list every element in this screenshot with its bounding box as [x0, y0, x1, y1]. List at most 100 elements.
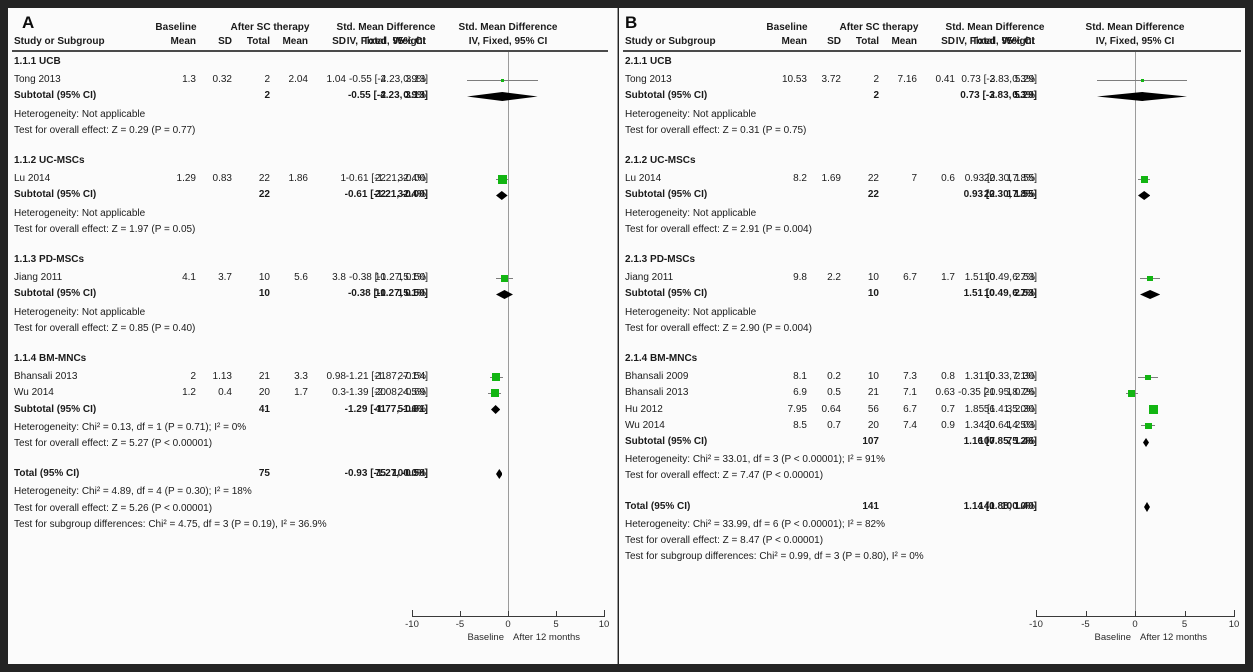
- total-row-total2: 75: [374, 468, 386, 480]
- study-row-mean1: 1.2: [182, 387, 196, 399]
- study-row-effect: -1.39 [-2.08, -0.69]: [345, 387, 428, 399]
- subtotal-row-name: Subtotal (95% CI): [14, 90, 97, 102]
- subtotal-row-effect: 0.93 [0.30, 1.55]: [963, 189, 1037, 201]
- subtotal-row-total1: 41: [258, 403, 270, 415]
- total-row-name: Total (95% CI): [625, 500, 691, 512]
- subtotal-row-name: Subtotal (95% CI): [625, 436, 708, 447]
- header-rule: [12, 50, 608, 52]
- study-row-total1: 22: [258, 173, 270, 185]
- subtotal-row-effect: -0.61 [-1.21, -0.00]: [344, 189, 428, 201]
- subtotal-row-total2: 10: [983, 288, 995, 300]
- summary-diamond: [1143, 437, 1150, 447]
- study-row-name: Tong 2013: [625, 74, 672, 86]
- study-row-mean2: 1.86: [288, 173, 308, 185]
- study-row-effect: 1.31 [0.33, 2.30]: [964, 371, 1037, 383]
- axis-caption-right: After 12 months: [513, 632, 581, 643]
- subgroup-overall-effect: Test for overall effect: Z = 1.97 (P = 0…: [14, 223, 196, 235]
- forest-plot-panel-a: A Baseline After SC therapy Std. Mean Diffe…: [8, 8, 618, 664]
- subgroup-heading: 1.1.3 PD-MSCs: [14, 254, 85, 265]
- study-row-mean2: 1.7: [294, 387, 308, 399]
- subtotal-row-weight: 75.2%: [1006, 436, 1035, 447]
- x-axis-tick: [1234, 610, 1235, 617]
- study-row-total1: 10: [867, 371, 879, 383]
- x-axis-tick-label: -10: [405, 619, 419, 630]
- study-row-effect: -1.21 [-1.87, -0.54]: [345, 371, 428, 383]
- subtotal-row-weight: 6.7%: [1012, 288, 1035, 300]
- study-row-sd1: 1.13: [212, 371, 232, 383]
- study-row-total2: 10: [983, 371, 995, 383]
- x-axis-tick: [1036, 610, 1037, 617]
- header-weight: Weight: [1001, 36, 1035, 47]
- subtotal-row-total2: 2: [989, 90, 995, 102]
- total-row-name: Total (95% CI): [14, 468, 80, 480]
- study-row-mean1: 4.1: [182, 272, 196, 284]
- header-group-plot: Std. Mean Difference: [1085, 22, 1185, 33]
- study-effect-marker: [492, 373, 501, 382]
- x-axis-line: [1036, 616, 1234, 617]
- subgroup-heterogeneity: Heterogeneity: Not applicable: [14, 207, 146, 219]
- subtotal-row-effect: 1.16 [0.85, 1.46]: [963, 436, 1037, 447]
- panel-body: A Baseline After SC therapy Std. Mean Diffe…: [8, 8, 617, 664]
- header-study: Study or Subgroup: [625, 36, 716, 47]
- study-row-name: Wu 2014: [625, 419, 665, 431]
- study-row-total2: 21: [983, 387, 995, 399]
- study-row-effect: -0.61 [-1.21, -0.00]: [345, 173, 428, 185]
- panel-letter: A: [22, 13, 35, 32]
- study-row-mean2: 6.7: [903, 403, 917, 415]
- study-row-sd2: 0.8: [941, 371, 955, 383]
- subgroup-heterogeneity: Heterogeneity: Not applicable: [14, 108, 146, 120]
- subgroup-overall-effect: Test for overall effect: Z = 2.91 (P = 0…: [625, 223, 812, 235]
- study-row-effect: -0.55 [-4.23, 3.13]: [349, 74, 428, 86]
- summary-diamond: [495, 289, 513, 299]
- total-heterogeneity: Heterogeneity: Chi² = 33.99, df = 6 (P <…: [625, 518, 885, 530]
- study-row-effect: -0.35 [-0.95, 0.26]: [958, 387, 1037, 399]
- study-row-name: Wu 2014: [14, 387, 54, 399]
- study-row-sd2: 0.6: [941, 173, 955, 185]
- study-row-name: Bhansali 2013: [14, 371, 78, 383]
- subtotal-row-total2: 2: [380, 90, 386, 102]
- header-mean-baseline: Mean: [781, 36, 807, 47]
- study-row-total2: 21: [374, 371, 386, 383]
- study-row-effect: 1.85 [1.41, 2.30]: [964, 403, 1037, 415]
- study-row-mean1: 1.29: [176, 173, 196, 185]
- study-row-effect: 1.51 [0.49, 2.53]: [964, 272, 1037, 284]
- study-row-weight: 0.9%: [403, 74, 426, 86]
- header-group-baseline: Baseline: [155, 22, 197, 33]
- x-axis-line: [412, 616, 604, 617]
- study-row-sd1: 0.32: [212, 74, 232, 86]
- study-row-mean1: 6.9: [793, 387, 807, 399]
- study-row-sd2: 1.04: [326, 74, 346, 86]
- header-total-after: Total: [362, 36, 386, 47]
- study-effect-marker: [1147, 275, 1153, 281]
- study-effect-marker: [1144, 422, 1152, 430]
- study-row-mean2: 3.3: [294, 371, 308, 383]
- x-axis-tick: [412, 610, 413, 617]
- study-row-mean2: 6.7: [903, 272, 917, 284]
- study-row-sd2: 0.98: [326, 371, 346, 383]
- x-axis-tick: [556, 611, 557, 616]
- study-row-total2: 22: [374, 173, 386, 185]
- study-row-total1: 20: [867, 419, 879, 431]
- x-axis-tick: [604, 610, 605, 617]
- study-row-sd2: 1: [340, 173, 346, 185]
- header-group-after: After SC therapy: [230, 22, 310, 33]
- summary-diamond: [491, 405, 501, 415]
- subtotal-row-name: Subtotal (95% CI): [14, 403, 97, 415]
- subtotal-row-effect: 0.73 [-3.83, 5.29]: [960, 90, 1037, 102]
- header-sd-after: SD: [941, 36, 955, 47]
- study-row-mean2: 7: [911, 173, 917, 185]
- x-axis-tick-label: 0: [1132, 619, 1138, 630]
- zero-reference-line: [1135, 52, 1136, 614]
- study-row-weight: 18.7%: [1006, 387, 1035, 399]
- subgroup-heading: 2.1.3 PD-MSCs: [625, 254, 696, 265]
- study-row-mean1: 8.1: [793, 371, 807, 383]
- study-row-total1: 56: [867, 403, 879, 415]
- subtotal-row-effect: -0.55 [-4.23, 3.13]: [347, 90, 428, 102]
- header-study: Study or Subgroup: [14, 36, 105, 47]
- study-row-mean1: 2: [190, 371, 196, 383]
- subtotal-row-weight: 0.9%: [403, 90, 426, 102]
- subgroup-heterogeneity: Heterogeneity: Not applicable: [625, 207, 757, 219]
- study-row-sd1: 1.69: [821, 173, 841, 185]
- x-axis-tick: [508, 611, 509, 616]
- x-axis-tick-label: -10: [1029, 619, 1043, 630]
